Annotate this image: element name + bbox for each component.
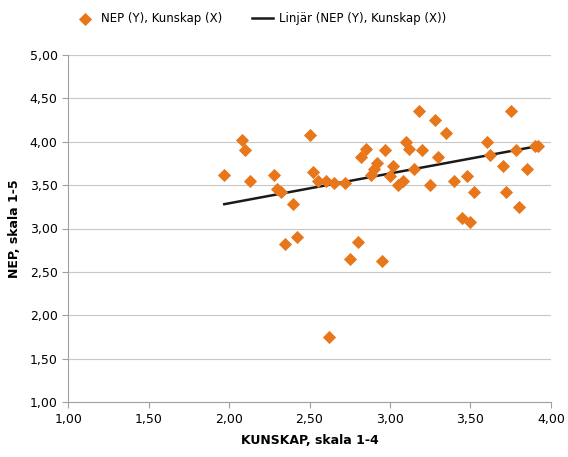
NEP (Y), Kunskap (X)	[466, 218, 475, 225]
NEP (Y), Kunskap (X)	[361, 145, 370, 152]
NEP (Y), Kunskap (X)	[506, 107, 515, 115]
NEP (Y), Kunskap (X)	[289, 201, 298, 208]
NEP (Y), Kunskap (X)	[405, 145, 414, 152]
NEP (Y), Kunskap (X)	[366, 171, 375, 178]
Linjär (NEP (Y), Kunskap (X))	[534, 143, 541, 149]
NEP (Y), Kunskap (X)	[313, 177, 322, 184]
NEP (Y), Kunskap (X)	[245, 177, 254, 184]
NEP (Y), Kunskap (X)	[498, 162, 507, 170]
NEP (Y), Kunskap (X)	[321, 177, 330, 184]
Y-axis label: NEP, skala 1-5: NEP, skala 1-5	[9, 179, 22, 278]
NEP (Y), Kunskap (X)	[431, 116, 440, 123]
NEP (Y), Kunskap (X)	[357, 154, 366, 161]
NEP (Y), Kunskap (X)	[369, 166, 378, 173]
NEP (Y), Kunskap (X)	[410, 166, 419, 173]
NEP (Y), Kunskap (X)	[237, 136, 247, 143]
NEP (Y), Kunskap (X)	[417, 147, 427, 154]
NEP (Y), Kunskap (X)	[502, 188, 511, 196]
NEP (Y), Kunskap (X)	[469, 188, 478, 196]
NEP (Y), Kunskap (X)	[458, 214, 467, 222]
NEP (Y), Kunskap (X)	[305, 131, 314, 138]
NEP (Y), Kunskap (X)	[324, 334, 333, 341]
Legend: NEP (Y), Kunskap (X), Linjär (NEP (Y), Kunskap (X)): NEP (Y), Kunskap (X), Linjär (NEP (Y), K…	[74, 12, 446, 25]
NEP (Y), Kunskap (X)	[442, 129, 451, 137]
NEP (Y), Kunskap (X)	[292, 234, 301, 241]
Line: Linjär (NEP (Y), Kunskap (X)): Linjär (NEP (Y), Kunskap (X))	[224, 146, 538, 204]
NEP (Y), Kunskap (X)	[426, 181, 435, 189]
NEP (Y), Kunskap (X)	[329, 180, 338, 187]
NEP (Y), Kunskap (X)	[398, 177, 407, 184]
Linjär (NEP (Y), Kunskap (X))	[221, 202, 228, 207]
NEP (Y), Kunskap (X)	[220, 171, 229, 178]
NEP (Y), Kunskap (X)	[273, 186, 282, 193]
NEP (Y), Kunskap (X)	[308, 169, 318, 176]
NEP (Y), Kunskap (X)	[531, 142, 540, 149]
NEP (Y), Kunskap (X)	[345, 255, 354, 262]
NEP (Y), Kunskap (X)	[402, 138, 411, 145]
NEP (Y), Kunskap (X)	[276, 188, 285, 196]
NEP (Y), Kunskap (X)	[514, 203, 523, 210]
NEP (Y), Kunskap (X)	[511, 147, 520, 154]
NEP (Y), Kunskap (X)	[482, 138, 491, 145]
NEP (Y), Kunskap (X)	[381, 147, 390, 154]
NEP (Y), Kunskap (X)	[389, 162, 398, 170]
X-axis label: KUNSKAP, skala 1-4: KUNSKAP, skala 1-4	[241, 434, 378, 447]
NEP (Y), Kunskap (X)	[386, 173, 395, 180]
NEP (Y), Kunskap (X)	[415, 107, 424, 115]
NEP (Y), Kunskap (X)	[373, 159, 382, 167]
NEP (Y), Kunskap (X)	[434, 154, 443, 161]
NEP (Y), Kunskap (X)	[394, 181, 403, 189]
NEP (Y), Kunskap (X)	[378, 258, 387, 265]
NEP (Y), Kunskap (X)	[241, 147, 250, 154]
NEP (Y), Kunskap (X)	[353, 238, 362, 245]
NEP (Y), Kunskap (X)	[523, 166, 532, 173]
NEP (Y), Kunskap (X)	[533, 142, 542, 149]
NEP (Y), Kunskap (X)	[450, 177, 459, 184]
NEP (Y), Kunskap (X)	[485, 151, 494, 158]
NEP (Y), Kunskap (X)	[281, 240, 290, 248]
NEP (Y), Kunskap (X)	[340, 180, 349, 187]
NEP (Y), Kunskap (X)	[463, 173, 472, 180]
NEP (Y), Kunskap (X)	[270, 171, 279, 178]
